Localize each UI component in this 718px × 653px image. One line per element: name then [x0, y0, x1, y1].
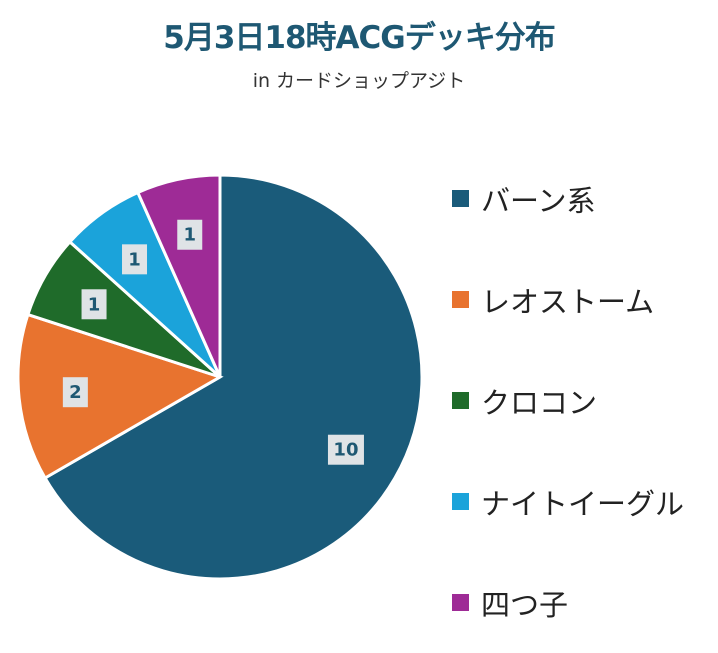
legend-label: バーン系: [481, 183, 596, 218]
legend-item: 四つ子: [452, 552, 684, 653]
legend-label: 四つ子: [481, 587, 569, 622]
data-label: 10: [333, 440, 358, 461]
legend-item: バーン系: [452, 148, 684, 249]
data-label: 1: [128, 249, 141, 270]
data-label-bg: [62, 377, 88, 408]
pie-chart: 10 2 1 1 1: [16, 173, 424, 581]
data-label: 2: [69, 382, 82, 403]
data-label-bg: [122, 244, 148, 275]
pie-slice: [43, 173, 424, 581]
legend-label: クロコン: [481, 385, 598, 420]
legend-swatch: [452, 291, 469, 308]
data-label: 1: [88, 294, 101, 315]
legend-item: ナイトイーグル: [452, 451, 684, 552]
legend-swatch: [452, 190, 469, 207]
data-label: 1: [183, 225, 196, 246]
legend-item: レオストーム: [452, 249, 684, 350]
legend-swatch: [452, 392, 469, 409]
data-label-bg: [327, 434, 364, 465]
data-label-bg: [177, 219, 203, 250]
legend: バーン系 レオストーム クロコン ナイトイーグル 四つ子: [452, 148, 684, 653]
data-label-bg: [81, 289, 107, 320]
legend-item: クロコン: [452, 350, 684, 451]
pie-slice: [16, 312, 224, 481]
legend-swatch: [452, 594, 469, 611]
legend-label: レオストーム: [481, 284, 655, 319]
chart-title: 5月3日18時ACGデッキ分布: [163, 20, 555, 56]
legend-label: ナイトイーグル: [481, 486, 685, 521]
legend-swatch: [452, 493, 469, 510]
chart-subtitle: in カードショップアジト: [252, 70, 466, 92]
